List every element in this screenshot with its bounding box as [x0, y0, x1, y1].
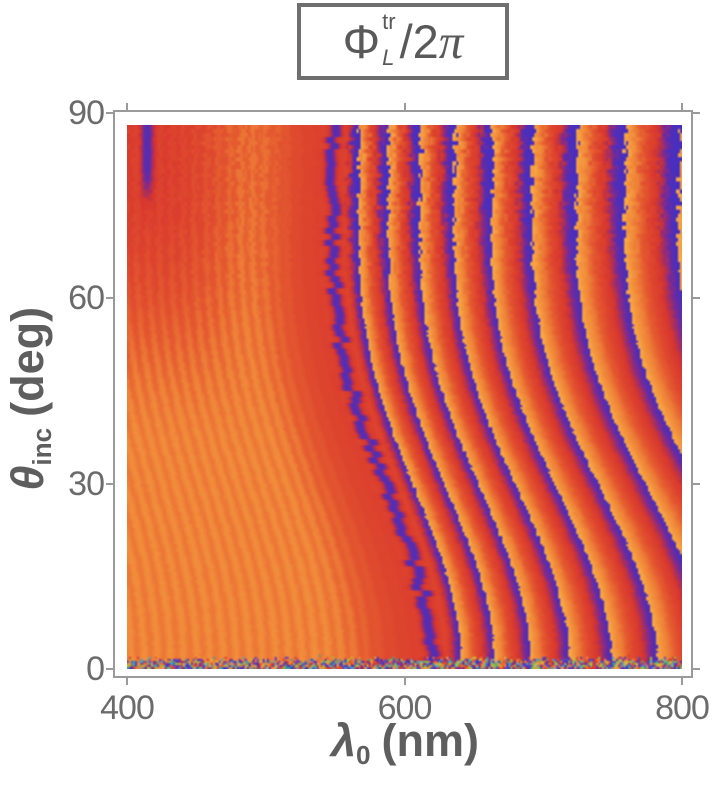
x-tick-mark — [681, 678, 683, 685]
y-tick-mark-right — [693, 482, 700, 485]
y-tick-label: 60 — [68, 279, 105, 318]
y-tick-mark — [106, 482, 113, 485]
title-scripts: tr L — [382, 10, 395, 74]
title-subscript: L — [382, 44, 395, 70]
plot-frame — [113, 110, 693, 678]
x-label-symbol: λ — [330, 715, 357, 766]
y-label-unit: (deg) — [2, 306, 54, 417]
title-divisor: /2 — [399, 15, 439, 68]
x-axis-label: λ0 (nm) — [205, 716, 605, 770]
heatmap-canvas — [127, 125, 682, 669]
x-tick-mark-top — [403, 103, 406, 110]
y-label-subscript: inc — [27, 427, 58, 466]
title-phi-symbol: Φ — [342, 15, 381, 68]
y-axis-label: θinc (deg) — [2, 199, 58, 599]
y-tick-mark — [106, 668, 113, 670]
title-superscript: tr — [382, 8, 396, 34]
x-tick-mark-top — [126, 103, 128, 110]
x-tick-label: 400 — [100, 689, 155, 727]
title-pi-symbol: π — [438, 14, 464, 69]
y-tick-mark — [106, 297, 113, 300]
x-tick-label: 800 — [655, 689, 710, 727]
y-tick-mark — [106, 111, 113, 114]
x-label-unit: (nm) — [381, 715, 480, 766]
x-tick-mark — [126, 678, 128, 685]
x-tick-label: 600 — [377, 689, 433, 727]
plot-title: Φ tr L /2 π — [297, 3, 509, 80]
x-tick-mark-top — [681, 103, 683, 110]
y-tick-label: 90 — [68, 93, 105, 132]
y-tick-mark-right — [693, 668, 700, 670]
y-tick-mark-right — [693, 297, 700, 300]
y-tick-label: 30 — [68, 464, 105, 503]
y-label-symbol: θ — [2, 465, 54, 491]
x-tick-mark — [403, 678, 406, 685]
x-label-subscript: 0 — [356, 739, 371, 770]
y-tick-mark-right — [693, 111, 700, 114]
y-tick-label: 0 — [86, 650, 105, 688]
